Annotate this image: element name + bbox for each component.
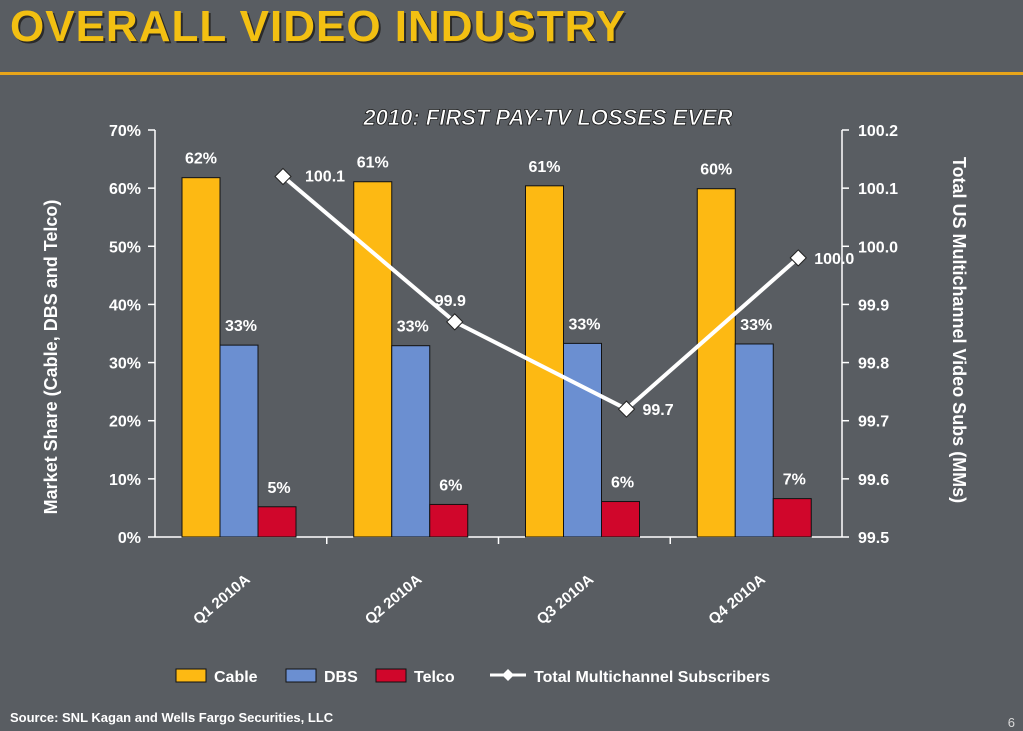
left-tick-label: 0% — [118, 530, 141, 547]
left-tick-label: 50% — [109, 239, 141, 256]
legend-swatch-dbs — [285, 668, 317, 683]
right-tick-label: 100.1 — [858, 181, 898, 198]
bar-value-label: 62% — [185, 151, 217, 168]
bar-telco — [772, 498, 812, 538]
category-label: Q3 2010A — [534, 571, 597, 628]
right-tick-label: 99.9 — [858, 297, 889, 314]
subscribers-marker — [789, 249, 807, 267]
bar-value-label: 33% — [397, 319, 429, 336]
legend-swatch-telco — [375, 668, 407, 683]
right-tick-label: 100.2 — [858, 123, 898, 140]
bar-value-label: 60% — [700, 162, 732, 179]
left-tick-label: 70% — [109, 123, 141, 140]
right-tick-label: 99.6 — [858, 472, 889, 489]
legend-swatch-marker — [502, 669, 514, 681]
subscribers-value-label: 100.0 — [814, 251, 854, 268]
subscribers-value-label: 99.9 — [435, 293, 466, 310]
bar-dbs — [563, 342, 602, 538]
bar-dbs — [391, 345, 431, 538]
chart-title: 2010: FIRST PAY-TV LOSSES EVER — [362, 105, 732, 130]
left-tick-label: 30% — [109, 356, 141, 373]
subscribers-value-label: 100.1 — [305, 169, 345, 186]
category-label: Q4 2010A — [705, 571, 768, 628]
slide-title: OVERALL VIDEO INDUSTRY — [10, 2, 627, 51]
bar-telco — [429, 503, 469, 538]
bar-value-label: 7% — [783, 472, 806, 489]
left-tick-label: 60% — [109, 181, 141, 198]
bar-value-label: 33% — [568, 316, 600, 333]
bar-cable — [353, 181, 393, 538]
bar-value-label: 6% — [611, 475, 634, 492]
bar-value-label: 33% — [225, 318, 257, 335]
left-axis-label: Market Share (Cable, DBS and Telco) — [41, 200, 61, 515]
page-number: 6 — [1007, 715, 1015, 730]
left-tick-label: 10% — [109, 472, 141, 489]
bar-value-label: 5% — [267, 480, 290, 497]
bar-value-label: 33% — [740, 317, 772, 334]
source-note: Source: SNL Kagan and Wells Fargo Securi… — [10, 710, 334, 725]
bar-telco — [257, 506, 297, 538]
title-divider — [0, 72, 1023, 75]
legend-label: Telco — [414, 669, 455, 686]
left-tick-label: 40% — [109, 297, 141, 314]
legend-swatch-cable — [175, 668, 207, 683]
bar-dbs — [219, 344, 259, 538]
subscribers-marker — [446, 313, 464, 331]
bar-cable — [696, 188, 736, 538]
subscribers-value-label: 99.7 — [643, 402, 674, 419]
bar-value-label: 6% — [439, 477, 462, 494]
left-tick-label: 20% — [109, 414, 141, 431]
legend-label: Cable — [214, 669, 258, 686]
legend-label: Total Multichannel Subscribers — [534, 669, 770, 686]
right-tick-label: 99.5 — [858, 530, 889, 547]
bar-cable — [181, 177, 221, 538]
category-label: Q2 2010A — [362, 571, 425, 628]
bar-value-label: 61% — [528, 159, 560, 176]
subscribers-line — [281, 174, 800, 412]
right-tick-label: 100.0 — [858, 239, 898, 256]
category-label: Q1 2010A — [190, 571, 253, 628]
subscribers-marker — [617, 400, 636, 418]
bar-dbs — [734, 343, 774, 538]
bar-value-label: 61% — [357, 155, 389, 172]
right-tick-label: 99.8 — [858, 356, 889, 373]
market-share-chart: 2010: FIRST PAY-TV LOSSES EVER Market Sh… — [41, 105, 969, 686]
right-axis-label: Total US Multichannel Video Subs (MMs) — [949, 157, 969, 503]
bar-telco — [601, 501, 640, 538]
legend-label: DBS — [324, 669, 358, 686]
subscribers-marker — [274, 167, 292, 186]
right-tick-label: 99.7 — [858, 414, 889, 431]
